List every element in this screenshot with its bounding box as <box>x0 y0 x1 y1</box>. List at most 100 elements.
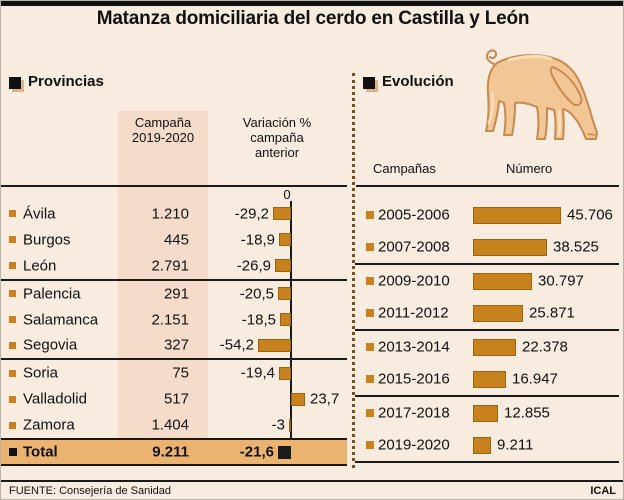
campaign-label: 2005-2006 <box>378 206 450 224</box>
province-campaign-value: 517 <box>163 390 189 408</box>
evolution-row: 2019-2020 9.211 <box>355 429 619 463</box>
province-variation-bar <box>280 313 291 326</box>
province-variation-label: -18,9 <box>240 231 275 249</box>
province-campaign-value: 75 <box>172 364 189 382</box>
evolution-header-rule <box>356 185 619 187</box>
province-row: Salamanca 2.151 -18,5 <box>1 307 347 333</box>
province-variation-bar <box>275 259 291 273</box>
page-title: Matanza domiciliaria del cerdo en Castil… <box>96 8 530 29</box>
campaign-label: 2011-2012 <box>378 304 449 322</box>
evolution-row: 2017-2018 12.855 <box>355 397 619 429</box>
province-name: Palencia <box>23 285 81 303</box>
province-row: Zamora 1.404 -3 <box>1 412 347 438</box>
province-variation-bar <box>273 207 291 221</box>
campaign-label: 2009-2010 <box>378 272 450 290</box>
campaign-number: 16.947 <box>512 370 558 388</box>
total-bullet-icon <box>9 448 17 456</box>
evolution-rows: 2005-2006 45.706 2007-2008 38.525 2009-2… <box>355 199 619 463</box>
campaign-bar <box>473 206 561 224</box>
total-label: Total <box>23 443 58 461</box>
campaign-bar <box>473 404 498 422</box>
evolution-row: 2005-2006 45.706 <box>355 199 619 231</box>
province-variation-label: -19,4 <box>240 364 275 382</box>
province-name: Ávila <box>23 205 56 223</box>
variation-header-line3: anterior <box>254 145 300 160</box>
province-variation-bar <box>279 366 291 380</box>
province-name: Salamanca <box>23 311 99 328</box>
campaign-number: 45.706 <box>567 206 613 224</box>
axis-zero-label: 0 <box>283 187 291 202</box>
campaign-bar <box>473 338 516 356</box>
province-campaign-value: 1.210 <box>151 205 189 223</box>
campaign-bar <box>473 272 532 290</box>
campaign-bullet-icon <box>366 277 374 285</box>
campaign-bullet-icon <box>366 375 374 383</box>
evolution-row: 2007-2008 38.525 <box>355 231 619 265</box>
province-bullet-icon <box>9 421 16 429</box>
province-bullet-icon <box>9 262 16 270</box>
campaign-bullet-icon <box>366 409 374 417</box>
campaign-bar <box>473 238 547 256</box>
province-name: Zamora <box>23 416 75 434</box>
total-variation-bar <box>278 445 291 459</box>
campaigns-column-header: Campañas <box>373 161 436 176</box>
province-bullet-icon <box>9 290 16 298</box>
total-row: Total 9.211 -21,6 <box>1 438 347 466</box>
province-rows: Ávila 1.210 -29,2 Burgos 445 -18,9 León … <box>1 201 347 438</box>
campaign-number: 25.871 <box>529 304 575 322</box>
province-variation-bar <box>291 392 305 406</box>
province-row: Palencia 291 -20,5 <box>1 281 347 307</box>
province-variation-bar <box>278 287 291 301</box>
evolution-row: 2015-2016 16.947 <box>355 363 619 397</box>
province-variation-label: 23,7 <box>310 390 340 408</box>
evolution-section-marker-icon <box>363 77 375 89</box>
variation-zero-axis <box>290 201 292 438</box>
campaign-bar <box>473 304 523 322</box>
campaign-number: 38.525 <box>553 238 599 256</box>
province-name: Soria <box>23 364 59 382</box>
campaign-label: 2019-2020 <box>378 436 450 454</box>
province-campaign-value: 2.151 <box>151 311 189 328</box>
province-campaign-value: 327 <box>163 336 189 354</box>
province-row: Segovia 327 -54,2 <box>1 332 347 361</box>
campaign-bullet-icon <box>366 343 374 351</box>
total-campaign-value: 9.211 <box>152 443 189 461</box>
province-name: León <box>23 257 57 275</box>
campaign-number: 22.378 <box>522 338 568 356</box>
variation-header-line1: Variación % <box>242 115 312 130</box>
province-row: Burgos 445 -18,9 <box>1 227 347 253</box>
province-row: Soria 75 -19,4 <box>1 360 347 386</box>
campaign-column-band <box>118 111 208 438</box>
province-variation-label: -54,2 <box>219 336 254 354</box>
province-campaign-value: 1.404 <box>151 416 189 434</box>
province-bullet-icon <box>9 210 16 218</box>
province-row: Ávila 1.210 -29,2 <box>1 201 347 227</box>
province-bullet-icon <box>9 316 16 323</box>
province-campaign-value: 2.791 <box>151 257 189 275</box>
campaign-bullet-icon <box>366 243 374 251</box>
province-bullet-icon <box>9 395 16 403</box>
evolution-section-title: Evolución <box>382 73 454 90</box>
province-variation-label: -20,5 <box>239 285 274 303</box>
footer-rule <box>1 480 623 482</box>
source-credit: FUENTE: Consejería de Sanidad <box>9 485 172 497</box>
campaign-bullet-icon <box>366 441 374 449</box>
province-name: Burgos <box>23 231 71 249</box>
province-bullet-icon <box>9 341 16 349</box>
campaign-label: 2013-2014 <box>378 338 450 356</box>
province-variation-label: -29,2 <box>234 205 269 223</box>
evolution-row: 2013-2014 22.378 <box>355 331 619 363</box>
province-campaign-value: 291 <box>163 285 189 303</box>
pig-illustration-icon <box>485 49 598 140</box>
province-variation-bar <box>279 233 291 247</box>
province-variation-bar <box>289 418 291 432</box>
campaign-column-header: Campaña 2019-2020 <box>118 115 208 145</box>
section-divider <box>352 73 355 468</box>
campaign-label: 2007-2008 <box>378 238 450 256</box>
province-bullet-icon <box>9 369 16 377</box>
provinces-header-rule <box>1 185 347 187</box>
campaign-bar <box>473 436 491 454</box>
campaign-label: 2015-2016 <box>378 370 450 388</box>
campaign-bullet-icon <box>366 309 374 317</box>
